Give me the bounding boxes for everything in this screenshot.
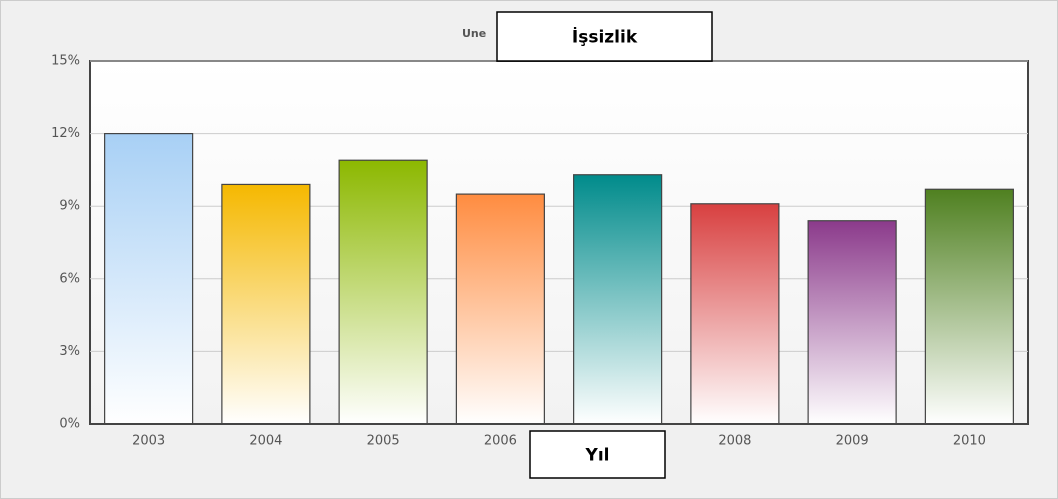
bar (807, 220, 897, 425)
annotation: Yıl (585, 446, 610, 466)
bar (104, 133, 194, 425)
x-tick-label: 2009 (836, 434, 869, 449)
x-tick-label: 2010 (953, 434, 986, 449)
bar (455, 193, 545, 425)
bar (338, 159, 428, 425)
x-tick-label: 2006 (484, 434, 517, 449)
x-tick-label: 2008 (718, 434, 751, 449)
bar (690, 203, 780, 425)
bar (221, 183, 311, 425)
y-tick-label: 6% (59, 271, 80, 286)
y-tick-label: 3% (59, 344, 80, 359)
bar (573, 174, 663, 425)
y-tick-label: 0% (59, 417, 80, 432)
x-tick-label: 2003 (132, 434, 165, 449)
chart-title: Une (462, 27, 486, 40)
x-tick-label: 2004 (249, 434, 282, 449)
annotation-box (529, 430, 666, 479)
annotation-box (496, 11, 713, 62)
y-tick-label: 12% (51, 126, 80, 141)
bar (924, 188, 1014, 425)
annotation: İşsizlik (572, 26, 638, 48)
y-tick-label: 15% (51, 54, 80, 69)
y-tick-label: 9% (59, 199, 80, 214)
x-tick-label: 2005 (367, 434, 400, 449)
